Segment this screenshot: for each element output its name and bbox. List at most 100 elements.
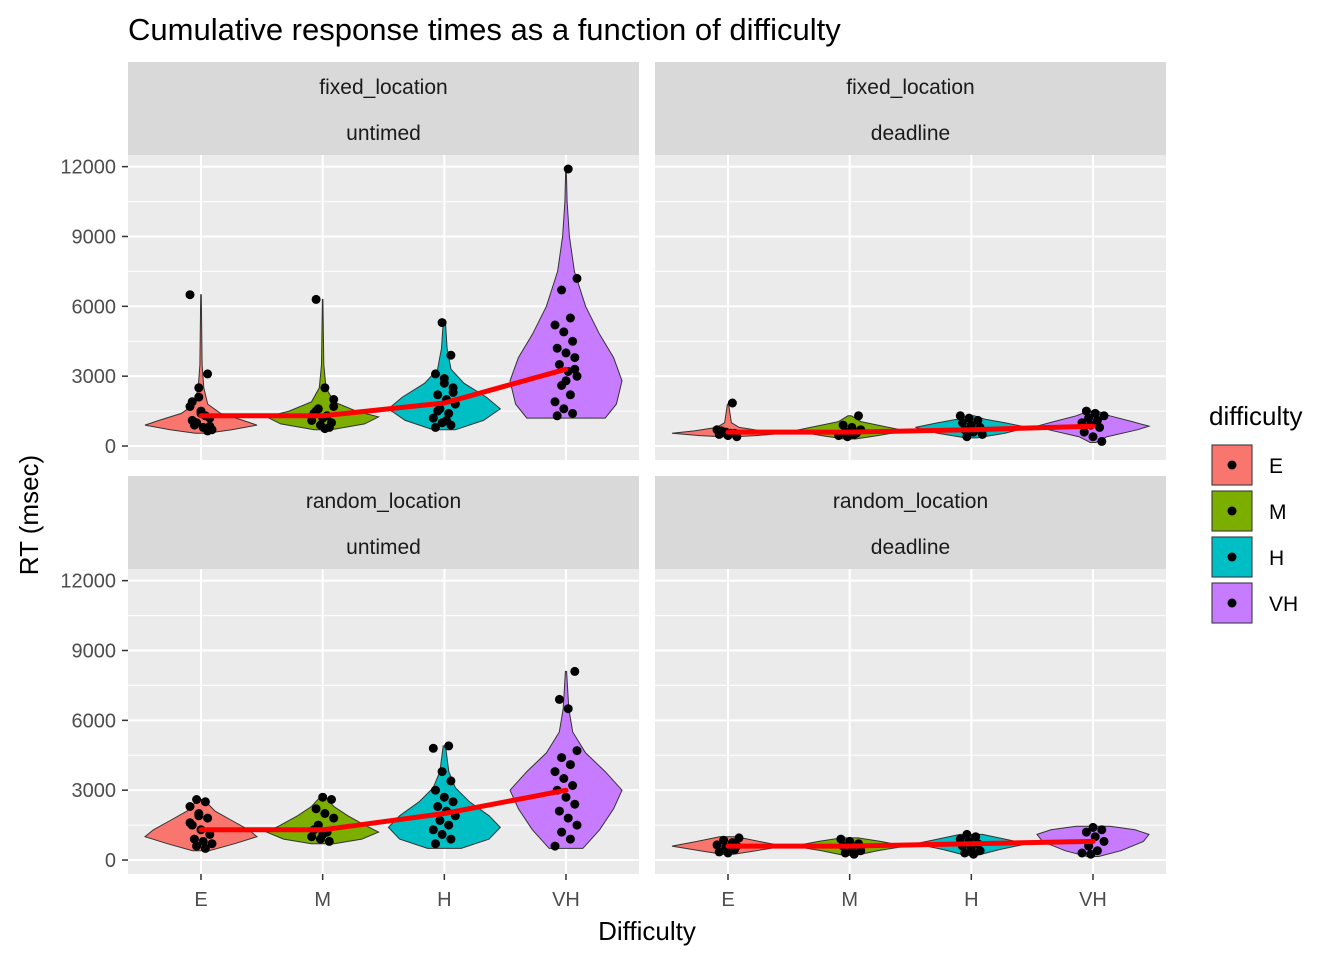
data-point — [439, 792, 449, 802]
y-tick-label: 3000 — [72, 366, 117, 388]
legend-keys: EMH VH — [1211, 444, 1298, 624]
panel-background — [655, 569, 1166, 874]
data-point — [189, 419, 199, 429]
strip-label-condition: untimed — [346, 122, 421, 145]
data-point — [431, 785, 440, 795]
mean-line — [198, 366, 569, 419]
legend-title: difficulty — [1209, 401, 1302, 431]
data-point — [557, 285, 567, 295]
facet-strip — [655, 62, 1166, 155]
violin-VH — [509, 670, 623, 849]
data-point — [955, 411, 965, 421]
data-point — [428, 743, 438, 753]
data-point — [203, 813, 213, 823]
data-point — [200, 797, 210, 807]
data-point — [1097, 825, 1107, 835]
facet-strip — [655, 476, 1166, 569]
data-point — [437, 318, 447, 328]
data-point — [444, 820, 454, 830]
x-tick-label: H — [964, 889, 978, 911]
data-point — [194, 811, 204, 821]
data-point — [552, 343, 562, 353]
legend-point-icon — [1227, 598, 1237, 608]
data-point — [572, 273, 582, 283]
data-point — [433, 802, 443, 811]
data-point — [437, 767, 447, 777]
legend-point-icon — [1227, 552, 1237, 562]
data-point — [565, 760, 575, 770]
y-axis-label: RT (msec) — [14, 455, 44, 575]
data-point — [1081, 406, 1091, 416]
data-point — [849, 849, 859, 859]
data-point — [207, 839, 217, 849]
data-point — [840, 848, 850, 858]
strip-label-condition: untimed — [346, 536, 421, 559]
mean-line — [198, 787, 569, 833]
data-point — [550, 841, 560, 851]
data-point — [712, 840, 722, 850]
data-point — [960, 848, 970, 858]
legend-label: VH — [1269, 593, 1298, 616]
data-point — [329, 813, 339, 823]
data-point — [1086, 849, 1096, 859]
facet-strip — [128, 476, 639, 569]
data-point — [570, 364, 580, 374]
data-point — [431, 839, 440, 849]
data-point — [554, 694, 564, 704]
data-point — [565, 834, 575, 844]
data-point — [714, 847, 724, 857]
legend: difficulty EMH VH — [1209, 401, 1302, 624]
data-point — [836, 834, 846, 844]
strip-label-condition: deadline — [871, 536, 950, 559]
data-point — [324, 836, 334, 846]
y-tick-label: 9000 — [72, 640, 117, 662]
data-point — [550, 320, 560, 330]
data-point — [557, 753, 567, 763]
data-point — [437, 829, 447, 839]
data-point — [329, 395, 339, 404]
data-point — [311, 804, 321, 814]
data-point — [444, 408, 454, 418]
y-tick-label: 6000 — [72, 296, 117, 318]
y-tick-label: 0 — [105, 850, 116, 872]
data-point — [1095, 422, 1105, 432]
data-point — [734, 833, 744, 843]
data-point — [854, 411, 863, 421]
data-point — [971, 832, 981, 842]
facet-panel: random_location deadline E M H VH — [655, 476, 1166, 911]
data-point — [969, 849, 978, 859]
facet-strip — [128, 62, 639, 155]
data-point — [550, 767, 560, 777]
x-tick-label: VH — [552, 889, 580, 911]
data-point — [1092, 415, 1102, 425]
data-point — [568, 781, 578, 790]
data-point — [568, 336, 578, 346]
data-point — [307, 832, 317, 842]
data-point — [205, 421, 215, 431]
data-point — [1084, 413, 1094, 423]
data-point — [962, 829, 972, 839]
data-point — [311, 294, 321, 304]
x-tick-label: E — [721, 889, 734, 911]
data-point — [185, 402, 195, 411]
data-point — [563, 813, 573, 823]
data-point — [570, 799, 580, 809]
strip-label-location: random_location — [833, 490, 988, 513]
data-point — [1090, 408, 1100, 418]
data-point — [572, 371, 582, 381]
panel-background — [655, 155, 1166, 460]
data-point — [439, 378, 449, 388]
data-point — [1099, 836, 1109, 846]
data-point — [198, 836, 208, 846]
data-point — [327, 418, 336, 428]
data-point — [446, 350, 456, 360]
legend-point-icon — [1227, 506, 1237, 516]
violin-E — [144, 294, 258, 434]
data-point — [192, 841, 202, 851]
data-point — [1088, 822, 1098, 832]
y-tick-label: 12000 — [60, 571, 116, 593]
facet-panel: fixed_location deadline — [655, 62, 1166, 460]
data-point — [572, 820, 582, 830]
